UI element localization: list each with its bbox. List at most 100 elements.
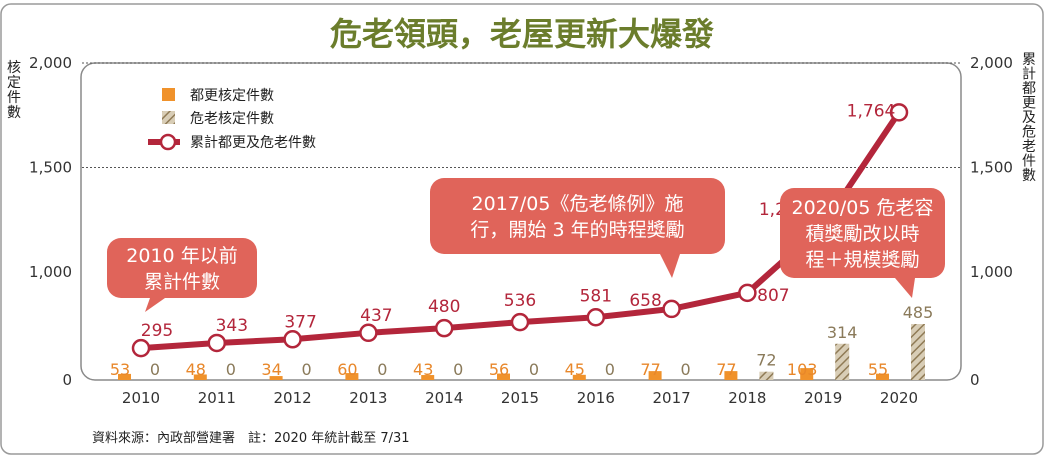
bar-label-dangerous-old: 0	[681, 360, 691, 379]
bar-label-dangerous-old: 0	[226, 360, 236, 379]
bar-label-urban-renewal: 60	[337, 360, 357, 379]
line-data-label: 658	[629, 291, 661, 311]
bar-label-dangerous-old: 72	[756, 351, 776, 370]
plot-frame	[80, 62, 962, 381]
bar-urban-renewal	[876, 373, 889, 380]
x-tick-label: 2010	[122, 389, 160, 407]
callout-box	[430, 178, 725, 254]
line-data-label: 1,764	[847, 101, 896, 121]
bar-urban-renewal	[497, 373, 510, 380]
bar-urban-renewal	[193, 374, 207, 380]
callout-text: 累計件數	[144, 271, 220, 293]
bar-label-urban-renewal: 77	[640, 360, 660, 379]
outer-border	[0, 3, 1044, 455]
line-data-label: 581	[580, 286, 612, 306]
legend-swatch-urban-renewal	[162, 88, 175, 101]
x-tick-label: 2019	[804, 389, 842, 407]
bar-urban-renewal	[269, 376, 283, 380]
y-axis-title-char: 都	[1022, 81, 1036, 97]
bar-label-urban-renewal: 34	[261, 360, 281, 379]
line-point	[283, 330, 302, 349]
bar-dangerous-old	[911, 324, 925, 380]
legend-label: 危老核定件數	[190, 111, 274, 127]
y-axis-title-char: 累	[1022, 52, 1036, 68]
x-tick-label: 2012	[274, 389, 312, 407]
y-tick-label-right: 1,000	[970, 263, 1013, 281]
x-tick-label: 2011	[198, 389, 236, 407]
bar-label-urban-renewal: 43	[413, 360, 433, 379]
callout-tail	[145, 298, 165, 312]
y-tick-label-left: 2,000	[29, 54, 72, 72]
bar-label-urban-renewal: 45	[565, 360, 585, 379]
y-axis-title-char: 及	[1022, 110, 1036, 126]
line-point	[434, 318, 454, 338]
callout-text: 2017/05《危老條例》施	[472, 193, 684, 215]
y-tick-label-left: 0	[62, 371, 72, 389]
line-point	[510, 312, 530, 332]
bar-label-urban-renewal: 48	[186, 360, 206, 379]
x-tick-label: 2017	[653, 389, 691, 407]
line-point	[131, 338, 151, 358]
y-axis-title-char: 件	[7, 90, 21, 106]
legend-label: 都更核定件數	[190, 88, 274, 104]
bar-urban-renewal	[724, 371, 738, 380]
callout-tail	[660, 254, 680, 278]
bar-dangerous-old	[759, 371, 774, 380]
bar-label-urban-renewal: 55	[868, 360, 888, 379]
legend-marker	[159, 133, 177, 151]
x-tick-label: 2014	[425, 389, 463, 407]
bar-urban-renewal	[345, 373, 359, 380]
bar-urban-renewal	[421, 375, 435, 380]
callout-box	[780, 188, 945, 278]
line-point	[586, 308, 606, 327]
bar-label-dangerous-old: 0	[529, 360, 539, 379]
y-axis-title-char: 數	[1022, 168, 1036, 184]
line-data-label: 377	[284, 312, 316, 332]
bar-label-dangerous-old: 0	[453, 360, 463, 379]
source-note: 資料來源：內政部營建署 註：2020 年統計截至 7/31	[92, 430, 410, 446]
x-tick-label: 2013	[349, 389, 387, 407]
bar-label-dangerous-old: 0	[377, 360, 387, 379]
y-tick-label-right: 2,000	[970, 54, 1013, 72]
y-tick-label-left: 1,000	[29, 263, 72, 281]
bar-label-dangerous-old: 485	[903, 303, 934, 322]
y-axis-title-char: 更	[1022, 96, 1036, 112]
bar-label-dangerous-old: 314	[827, 323, 858, 342]
bar-label-urban-renewal: 103	[787, 360, 818, 379]
bar-label-dangerous-old: 0	[302, 360, 312, 379]
line-point	[359, 323, 378, 343]
line-data-label: 295	[141, 321, 173, 341]
line-point	[889, 103, 909, 122]
bar-label-dangerous-old: 0	[605, 360, 615, 379]
x-tick-label: 2015	[501, 389, 539, 407]
y-tick-label-left: 1,500	[29, 159, 72, 177]
bar-label-dangerous-old: 0	[150, 360, 160, 379]
line-data-label: 536	[504, 291, 536, 311]
y-axis-title-char: 定	[7, 75, 21, 91]
line-data-label: 480	[428, 297, 460, 317]
line-point	[207, 333, 227, 353]
callout-text: 2020/05 危老容	[792, 197, 934, 219]
x-tick-label: 2020	[880, 389, 918, 407]
y-axis-title-char: 件	[1022, 154, 1036, 170]
bar-urban-renewal	[800, 368, 814, 380]
y-axis-title-char: 老	[1022, 139, 1036, 155]
y-tick-label-right: 1,500	[970, 159, 1013, 177]
legend-swatch-dangerous-old	[162, 111, 175, 124]
bar-label-urban-renewal: 77	[716, 360, 736, 379]
y-tick-label-right: 0	[970, 371, 980, 389]
bar-dangerous-old	[835, 343, 850, 380]
y-axis-title-right: 累計都更及危老件數	[1022, 52, 1036, 184]
x-tick-label: 2016	[577, 389, 615, 407]
callout-text: 積獎勵改以時	[805, 223, 919, 245]
callout-tail	[895, 278, 915, 298]
callout-text: 行，開始 3 年的時程獎勵	[470, 219, 684, 241]
bar-urban-renewal	[572, 374, 586, 380]
bar-label-urban-renewal: 56	[489, 360, 509, 379]
y-axis-title-char: 核	[7, 60, 21, 76]
y-axis-title-char: 計	[1022, 67, 1036, 83]
bar-label-urban-renewal: 53	[110, 360, 130, 379]
